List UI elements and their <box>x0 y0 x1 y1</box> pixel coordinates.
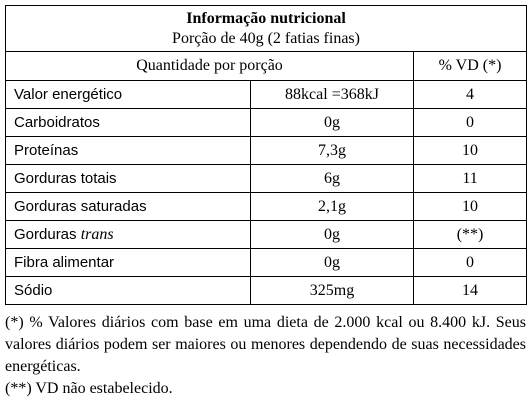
daily-value: 4 <box>412 80 528 109</box>
nutrient-label: Gorduras trans <box>5 220 251 249</box>
daily-value: 10 <box>412 192 528 221</box>
daily-value: 10 <box>412 136 528 165</box>
nutrient-label: Gorduras totais <box>5 164 251 193</box>
label-text: Fibra alimentar <box>14 253 115 271</box>
label-text: Gorduras <box>14 225 77 243</box>
header-row: Quantidade por porção % VD (*) <box>5 51 528 81</box>
label-text: Gorduras totais <box>14 169 117 187</box>
label-text: Valor energético <box>14 85 123 103</box>
amount: 325mg <box>250 276 414 305</box>
amount: 7,3g <box>250 136 414 165</box>
label-text: Proteínas <box>14 141 79 159</box>
amount: 0g <box>250 248 414 277</box>
label-text: Gorduras saturadas <box>14 197 147 215</box>
footnote: (**) VD não estabelecido. <box>5 380 173 397</box>
amount: 88kcal =368kJ <box>250 80 414 109</box>
column-header: Quantidade por porção <box>5 51 414 81</box>
nutrient-row: Sódio 325mg 14 <box>5 276 528 305</box>
nutrient-row: Gorduras totais 6g 11 <box>5 164 528 193</box>
nutrient-label: Proteínas <box>5 136 251 165</box>
footnote: (*) % Valores diários com base em uma di… <box>5 314 526 375</box>
nutrient-label: Carboidratos <box>5 108 251 137</box>
nutrient-label: Sódio <box>5 276 251 305</box>
label-text: Carboidratos <box>14 113 100 131</box>
title: Informação nutricional <box>186 10 346 27</box>
daily-value: 11 <box>412 164 528 193</box>
serving: Porção de 40g (2 fatias finas) <box>172 30 360 47</box>
label-emphasis: trans <box>80 225 114 243</box>
amount: 0g <box>250 108 414 137</box>
label-text: Sódio <box>14 281 53 299</box>
daily-value: 14 <box>412 276 528 305</box>
title-cell: Informação nutricional Porção de 40g (2 … <box>4 5 528 52</box>
nutrient-row: Valor energético 88kcal =368kJ 4 <box>5 80 528 109</box>
nutrient-row: Gorduras saturadas 2,1g 10 <box>5 192 528 221</box>
daily-value: (**) <box>412 220 528 249</box>
footnotes: (*) % Valores diários com base em uma di… <box>5 312 526 400</box>
nutrient-row: Gorduras trans 0g (**) <box>5 220 528 249</box>
nutrient-row: Fibra alimentar 0g 0 <box>5 248 528 277</box>
nutrient-row: Carboidratos 0g 0 <box>5 108 528 137</box>
nutrition-table: Informação nutricional Porção de 40g (2 … <box>4 5 528 305</box>
nutrient-label: Fibra alimentar <box>5 248 251 277</box>
daily-value: 0 <box>412 108 528 137</box>
amount: 0g <box>250 220 414 249</box>
title-row: Informação nutricional Porção de 40g (2 … <box>4 5 528 52</box>
nutrient-row: Proteínas 7,3g 10 <box>5 136 528 165</box>
nutrient-label: Gorduras saturadas <box>5 192 251 221</box>
nutrient-label: Valor energético <box>5 80 251 109</box>
nutrition-facts: Informação nutricional Porção de 40g (2 … <box>4 5 528 400</box>
amount: 2,1g <box>250 192 414 221</box>
daily-value: 0 <box>412 248 528 277</box>
column-header: % VD (*) <box>412 51 528 81</box>
amount: 6g <box>250 164 414 193</box>
